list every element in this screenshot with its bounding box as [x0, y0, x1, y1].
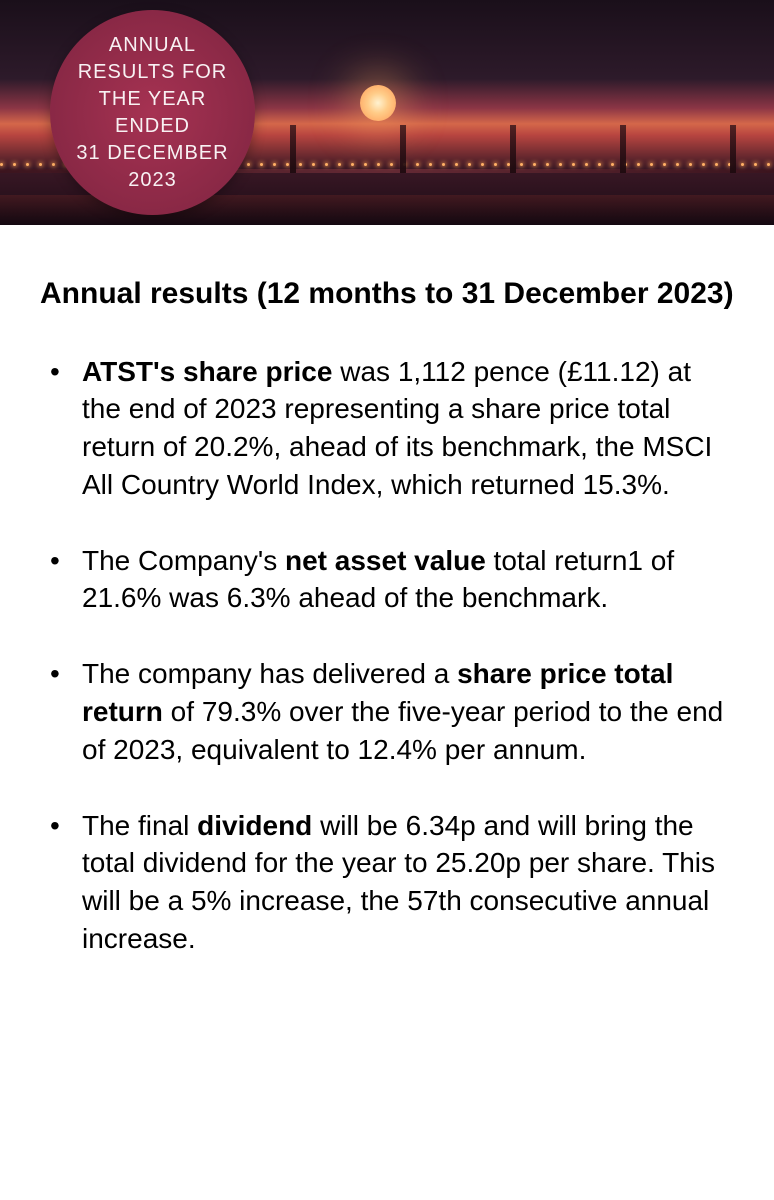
bullet-item: The company has delivered a share price … — [82, 655, 734, 768]
bullet-item: The Company's net asset value total retu… — [82, 542, 734, 618]
content-area: Annual results (12 months to 31 December… — [0, 225, 774, 1026]
page-title: Annual results (12 months to 31 December… — [40, 275, 734, 313]
bullet-item: ATST's share price was 1,112 pence (£11.… — [82, 353, 734, 504]
bullet-item: The final dividend will be 6.34p and wil… — [82, 807, 734, 958]
sun-graphic — [360, 85, 396, 121]
bullet-list: ATST's share price was 1,112 pence (£11.… — [40, 353, 734, 958]
badge-circle: ANNUALRESULTS FORTHE YEAR ENDED31 DECEMB… — [50, 10, 255, 215]
badge-text: ANNUALRESULTS FORTHE YEAR ENDED31 DECEMB… — [72, 32, 233, 194]
hero-banner: ANNUALRESULTS FORTHE YEAR ENDED31 DECEMB… — [0, 0, 774, 225]
